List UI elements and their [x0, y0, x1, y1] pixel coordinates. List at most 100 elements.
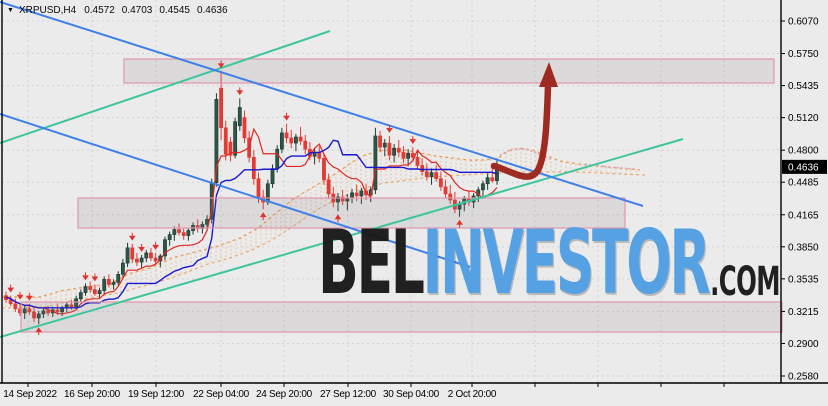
bull-candle: [121, 262, 125, 275]
lower-support-zone[interactable]: [20, 301, 783, 333]
fractal-up-arrow-icon: [334, 214, 342, 223]
bear-candle: [448, 193, 453, 201]
bear-candle: [32, 311, 36, 319]
bear-candle: [106, 279, 111, 285]
fractal-down-arrow-icon: [128, 232, 136, 241]
bull-candle: [336, 196, 340, 203]
price-axis-label: 0.5435: [788, 81, 819, 92]
bear-candle: [181, 232, 186, 236]
bear-candle: [434, 172, 439, 179]
bear-candle: [242, 117, 247, 139]
price-axis-label: 0.2900: [788, 339, 819, 350]
bull-candle: [116, 273, 121, 283]
bear-candle: [219, 87, 223, 129]
bear-candle: [223, 127, 228, 155]
bull-candle: [373, 135, 378, 191]
bull-candle: [102, 279, 107, 291]
bear-candle: [303, 140, 308, 150]
price-axis-label: 0.4800: [788, 146, 819, 157]
bull-candle: [275, 148, 280, 169]
watermark-investor-text: INVESTOR: [422, 211, 710, 314]
chart-header: ▼ XRPUSD,H4 0.4572 0.4703 0.4545 0.4636: [7, 5, 235, 16]
teal-trendline[interactable]: [0, 138, 684, 338]
current-price-box: [782, 159, 827, 174]
fractal-up-arrow-icon: [259, 212, 267, 221]
bull-candle: [294, 136, 298, 144]
current-price-label: 0.4636: [788, 162, 819, 173]
tenkan-sen-line: [5, 127, 498, 315]
fractal-down-arrow-icon: [386, 124, 393, 133]
bull-candle: [172, 229, 177, 235]
bear-candle: [130, 247, 135, 260]
bear-candle: [149, 252, 153, 259]
bull-candle: [233, 121, 238, 156]
price-axis-label: 0.5750: [788, 49, 819, 60]
bear-candle: [396, 147, 401, 153]
bull-candle: [41, 310, 46, 315]
bull-candle: [214, 99, 219, 184]
bear-candle: [228, 141, 233, 156]
bull-candle: [125, 247, 130, 264]
time-axis-label: 27 Sep 12:00: [320, 389, 377, 400]
bull-candle: [392, 147, 397, 156]
chart-dropdown-icon[interactable]: ▼: [7, 7, 14, 14]
bear-candle: [251, 157, 256, 179]
bull-candle: [485, 177, 490, 185]
fractal-down-arrow-icon: [16, 291, 24, 300]
bear-candle: [420, 165, 425, 172]
time-axis-label: 19 Sep 12:00: [128, 389, 185, 400]
price-axis-label: 0.4165: [788, 210, 819, 221]
bull-candle: [78, 292, 83, 299]
bear-candle: [92, 289, 97, 294]
bear-candle: [326, 179, 331, 195]
bull-candle: [406, 152, 411, 159]
fractal-up-arrow-icon: [456, 219, 463, 228]
fractal-down-arrow-icon: [152, 241, 159, 250]
teal-trendline[interactable]: [0, 30, 331, 144]
mid-support-zone[interactable]: [77, 197, 626, 229]
bear-candle: [27, 308, 32, 313]
bull-candle: [36, 313, 41, 319]
bull-candle: [382, 142, 387, 148]
bull-candle: [186, 230, 191, 236]
bear-candle: [443, 186, 448, 195]
bear-candle: [88, 286, 93, 290]
bear-candle: [424, 171, 429, 177]
bear-candle: [46, 310, 50, 314]
time-axis-label: 16 Sep 20:00: [64, 389, 121, 400]
bull-candle: [167, 234, 172, 240]
bear-candle: [284, 132, 289, 139]
symbol-timeframe-label: XRPUSD,H4: [18, 5, 77, 16]
bull-candle: [270, 168, 275, 185]
price-axis-label: 0.2580: [788, 372, 819, 383]
bullish-projection-arrow[interactable]: [490, 82, 552, 180]
bear-candle: [135, 258, 139, 263]
fractal-down-arrow-icon: [138, 243, 145, 252]
fractal-down-arrow-icon: [82, 272, 89, 281]
bear-candle: [289, 137, 294, 144]
bull-candle: [111, 282, 116, 285]
bull-candle: [83, 286, 88, 293]
kijun-sen-line: [5, 139, 498, 309]
watermark: BEL INVESTOR .COM: [318, 211, 781, 314]
bear-candle: [256, 178, 261, 198]
price-axis-label: 0.3215: [788, 307, 819, 318]
bear-candle: [401, 151, 406, 159]
bull-candle: [144, 252, 149, 259]
projection-arrow-head-icon: [539, 62, 558, 87]
bull-candle: [22, 308, 27, 314]
bear-candle: [153, 257, 158, 262]
time-axis-label: 30 Sep 04:00: [383, 389, 440, 400]
bear-candle: [298, 136, 303, 142]
blue-trendline[interactable]: [0, 113, 471, 268]
bear-candle: [410, 152, 415, 158]
bull-candle: [359, 190, 364, 197]
bull-candle: [163, 239, 167, 257]
bear-candle: [340, 196, 345, 202]
bull-candle: [97, 290, 102, 294]
watermark-com-text: .COM: [710, 258, 780, 305]
resistance-zone[interactable]: [123, 58, 775, 84]
bear-candle: [177, 229, 181, 233]
